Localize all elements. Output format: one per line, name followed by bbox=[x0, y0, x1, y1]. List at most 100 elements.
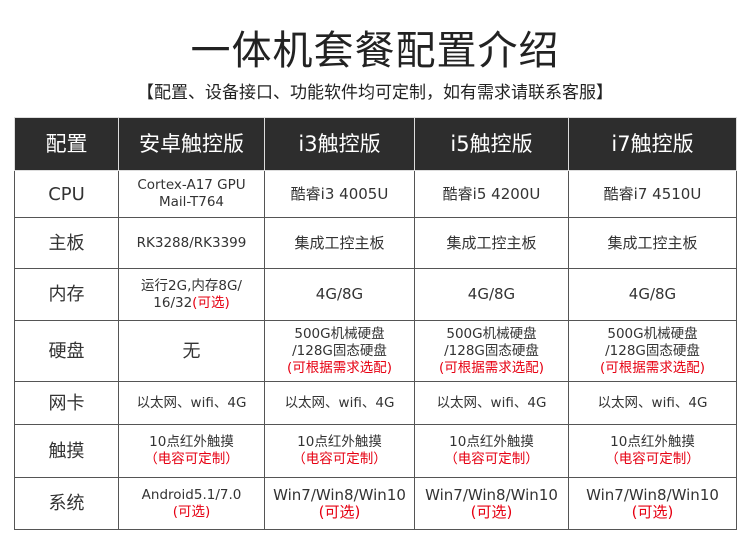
value-text: 500G机械硬盘 bbox=[294, 325, 385, 342]
cell-line: Cortex-A17 GPU bbox=[121, 177, 262, 194]
column-header: i7触控版 bbox=[568, 117, 737, 171]
cell-line: (可选) bbox=[417, 502, 566, 521]
row-label: 内存 bbox=[14, 268, 119, 321]
value-text: 酷睿i3 4005U bbox=[290, 184, 389, 203]
value-text: 集成工控主板 bbox=[446, 233, 537, 252]
table-cell: 以太网、wifi、4G bbox=[118, 381, 265, 425]
column-header: i5触控版 bbox=[414, 117, 569, 171]
value-text: 500G机械硬盘 bbox=[446, 325, 537, 342]
value-text: Win7/Win8/Win10 bbox=[586, 485, 719, 504]
value-text: 集成工控主板 bbox=[294, 233, 385, 252]
value-text: 集成工控主板 bbox=[607, 233, 698, 252]
cell-line: 500G机械硬盘 bbox=[267, 326, 412, 343]
table-cell: Win7/Win8/Win10 (可选) bbox=[414, 477, 569, 530]
value-text: RK3288/RK3399 bbox=[136, 234, 247, 251]
cell-line: 集成工控主板 bbox=[267, 233, 412, 252]
cell-line: (可选) bbox=[571, 503, 734, 521]
row-label: CPU bbox=[14, 170, 119, 218]
config-table: 配置 安卓触控版 i3触控版 i5触控版 i7触控版 CPU Cortex-A17 GPU… bbox=[14, 117, 737, 530]
cell-line: /128G固态硬盘 bbox=[571, 343, 734, 360]
value-text: 10点红外触摸 bbox=[297, 434, 382, 450]
cell-line: （电容可定制） bbox=[417, 451, 566, 468]
table-cell: RK3288/RK3399 bbox=[118, 217, 265, 269]
note-text: (可选) bbox=[318, 502, 361, 521]
value-text: Win7/Win8/Win10 bbox=[425, 485, 558, 504]
cell-line: (可根据需求选配) bbox=[267, 360, 412, 377]
table-row: 内存 运行2G,内存8G/16/32(可选) 4G/8G 4G/8G 4G/8G bbox=[14, 268, 737, 321]
note-text: (可选) bbox=[470, 502, 513, 521]
cell-line: Win7/Win8/Win10 bbox=[571, 485, 734, 504]
value-text: 以太网、wifi、4G bbox=[597, 394, 708, 411]
note-text: （电容可定制） bbox=[605, 451, 700, 467]
cell-line: （电容可定制） bbox=[121, 451, 262, 468]
value-text: Cortex-A17 GPU bbox=[137, 177, 246, 193]
value-text: 以太网、wifi、4G bbox=[284, 394, 395, 411]
value-text: 酷睿i7 4510U bbox=[603, 184, 702, 203]
note-text: (可根据需求选配) bbox=[438, 359, 545, 376]
value-text: Win7/Win8/Win10 bbox=[273, 485, 406, 504]
table-cell: Android5.1/7.0 (可选) bbox=[118, 477, 265, 530]
cell-line: 以太网、wifi、4G bbox=[121, 395, 262, 412]
value-text: Mail-T764 bbox=[158, 194, 225, 210]
value-text: 16/32 bbox=[153, 294, 193, 311]
cell-line: 16/32(可选) bbox=[121, 295, 262, 312]
cell-line: 运行2G,内存8G/ bbox=[121, 278, 262, 295]
cell-line: (可根据需求选配) bbox=[417, 360, 566, 377]
table-cell: 以太网、wifi、4G bbox=[568, 381, 737, 425]
table-cell: 500G机械硬盘/128G固态硬盘 (可根据需求选配) bbox=[414, 320, 569, 382]
table-row: 硬盘无 500G机械硬盘/128G固态硬盘 (可根据需求选配) 500G机械硬盘/12… bbox=[14, 320, 737, 382]
table-cell: 酷睿i5 4200U bbox=[414, 170, 569, 218]
row-label: 硬盘 bbox=[14, 320, 119, 382]
cell-line: 10点红外触摸 bbox=[121, 434, 262, 451]
table-cell: 酷睿i3 4005U bbox=[264, 170, 415, 218]
value-text: 运行2G,内存8G/ bbox=[141, 277, 242, 294]
cell-line: 集成工控主板 bbox=[571, 233, 734, 252]
note-text: (可根据需求选配) bbox=[286, 359, 393, 376]
cell-line: Android5.1/7.0 bbox=[121, 487, 262, 504]
cell-line: 4G/8G bbox=[417, 286, 566, 303]
value-text: 500G机械硬盘 bbox=[607, 325, 698, 342]
note-text: (可选) bbox=[172, 503, 211, 520]
cell-line: （电容可定制） bbox=[571, 451, 734, 468]
cell-line: Win7/Win8/Win10 bbox=[267, 485, 412, 504]
value-text: 4G/8G bbox=[467, 285, 516, 303]
cell-line: 500G机械硬盘 bbox=[417, 326, 566, 343]
table-cell: 500G机械硬盘/128G固态硬盘 (可根据需求选配) bbox=[264, 320, 415, 382]
cell-line: 无 bbox=[121, 342, 262, 360]
cell-line: 以太网、wifi、4G bbox=[571, 395, 734, 412]
cell-line: 以太网、wifi、4G bbox=[417, 395, 566, 412]
column-header: 安卓触控版 bbox=[118, 117, 265, 171]
value-text: 酷睿i5 4200U bbox=[442, 184, 541, 203]
cell-line: 10点红外触摸 bbox=[571, 434, 734, 451]
cell-line: 酷睿i7 4510U bbox=[571, 184, 734, 203]
cell-line: 4G/8G bbox=[267, 286, 412, 303]
table-header-row: 配置 安卓触控版 i3触控版 i5触控版 i7触控版 bbox=[14, 117, 737, 171]
note-text: （电容可定制） bbox=[144, 451, 239, 467]
table-cell: 500G机械硬盘/128G固态硬盘 (可根据需求选配) bbox=[568, 320, 737, 382]
table-cell: 集成工控主板 bbox=[568, 217, 737, 269]
cell-line: 500G机械硬盘 bbox=[571, 326, 734, 343]
column-header: i3触控版 bbox=[264, 117, 415, 171]
table-cell: 4G/8G bbox=[414, 268, 569, 321]
cell-line: RK3288/RK3399 bbox=[121, 235, 262, 252]
value-text: /128G固态硬盘 bbox=[444, 342, 539, 359]
row-label: 主板 bbox=[14, 217, 119, 269]
column-header: 配置 bbox=[14, 117, 119, 171]
row-label: 系统 bbox=[14, 477, 119, 530]
table-cell: 以太网、wifi、4G bbox=[264, 381, 415, 425]
value-text: Android5.1/7.0 bbox=[141, 486, 242, 503]
page-subtitle: 【配置、设备接口、功能软件均可定制，如有需求请联系客服】 bbox=[137, 83, 613, 103]
table-row: 系统 Android5.1/7.0 (可选) Win7/Win8/Win10 (可选) W… bbox=[14, 477, 737, 530]
table-row: CPU Cortex-A17 GPU Mail-T764 酷睿i3 4005U 酷睿i5… bbox=[14, 170, 737, 218]
table-cell: Win7/Win8/Win10 (可选) bbox=[264, 477, 415, 530]
table-cell: Cortex-A17 GPU Mail-T764 bbox=[118, 170, 265, 218]
table-cell: 4G/8G bbox=[264, 268, 415, 321]
table-cell: 以太网、wifi、4G bbox=[414, 381, 569, 425]
cell-line: 酷睿i3 4005U bbox=[267, 184, 412, 203]
value-text: /128G固态硬盘 bbox=[292, 342, 387, 359]
value-text: 4G/8G bbox=[628, 285, 677, 303]
cell-line: Win7/Win8/Win10 bbox=[417, 485, 566, 504]
value-text: /128G固态硬盘 bbox=[605, 342, 700, 359]
table-cell: 10点红外触摸 （电容可定制） bbox=[118, 424, 265, 478]
cell-line: 10点红外触摸 bbox=[417, 434, 566, 451]
